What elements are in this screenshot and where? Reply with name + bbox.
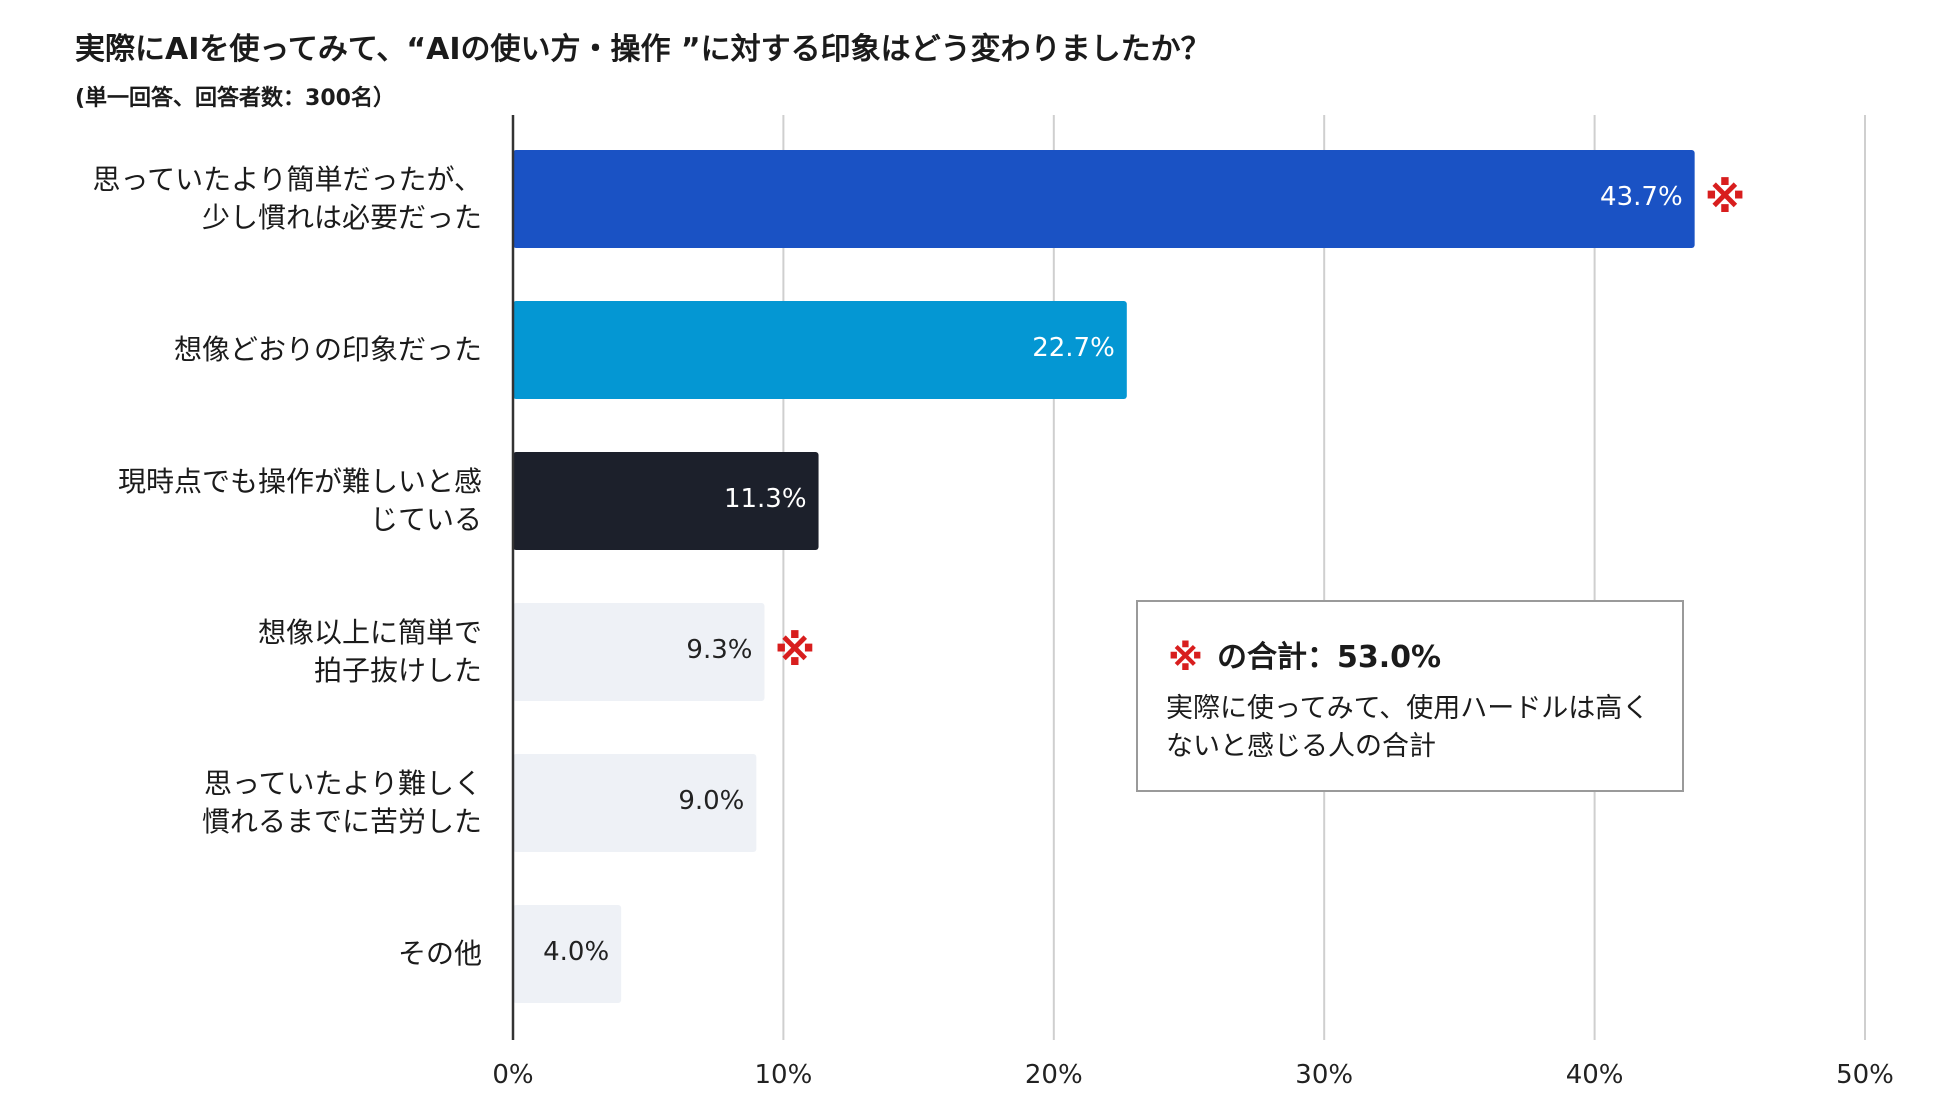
category-label-3: 想像以上に簡単で 拍子抜けした: [257, 616, 482, 687]
x-tick-label-0: 0%: [492, 1060, 534, 1090]
category-label-4: 思っていたより難しく 慣れるまでに苦労した: [201, 767, 482, 838]
bar-3: [513, 603, 765, 701]
x-tick-label-50: 50%: [1836, 1060, 1894, 1090]
reference-mark-3: ※: [774, 626, 816, 675]
note-box: ※ の合計：53.0% 実際に使ってみて、使用ハードルは高くないと感じる人の合計: [1136, 600, 1684, 792]
category-label-1: 想像どおりの印象だった: [173, 333, 482, 366]
value-label-3: 9.3%: [686, 635, 753, 665]
x-tick-label-10: 10%: [754, 1060, 813, 1090]
x-tick-label-30: 30%: [1295, 1060, 1354, 1090]
category-label-5: その他: [397, 937, 482, 970]
value-label-2: 11.3%: [723, 484, 807, 514]
note-heading: ※ の合計：53.0%: [1168, 632, 1441, 679]
bar-2: [513, 452, 819, 550]
note-mark: ※: [1168, 638, 1203, 679]
value-label-4: 9.0%: [678, 786, 745, 816]
value-label-5: 4.0%: [543, 937, 610, 967]
bar-5: [513, 905, 622, 1003]
x-tick-label-40: 40%: [1565, 1060, 1624, 1090]
category-label-2: 現時点でも操作が難しいと感 じている: [117, 465, 482, 536]
note-heading-text: の合計：53.0%: [1217, 640, 1442, 675]
value-label-1: 22.7%: [1032, 333, 1115, 363]
chart-subtitle: (単一回答、回答者数：300名）: [75, 86, 395, 111]
bar-0: [513, 150, 1695, 248]
category-label-0: 思っていたより簡単だったが、 少し慣れは必要だった: [92, 163, 482, 234]
chart-title: 実際にAIを使ってみて、“AIの使い方・操作 ”に対する印象はどう変わりましたか…: [75, 32, 1211, 67]
note-body: 実際に使ってみて、使用ハードルは高くないと感じる人の合計: [1166, 693, 1650, 762]
reference-mark-0: ※: [1704, 173, 1746, 222]
bar-1: [513, 301, 1127, 399]
x-tick-label-20: 20%: [1024, 1060, 1083, 1090]
bar-4: [513, 754, 757, 852]
value-label-0: 43.7%: [1600, 182, 1683, 212]
